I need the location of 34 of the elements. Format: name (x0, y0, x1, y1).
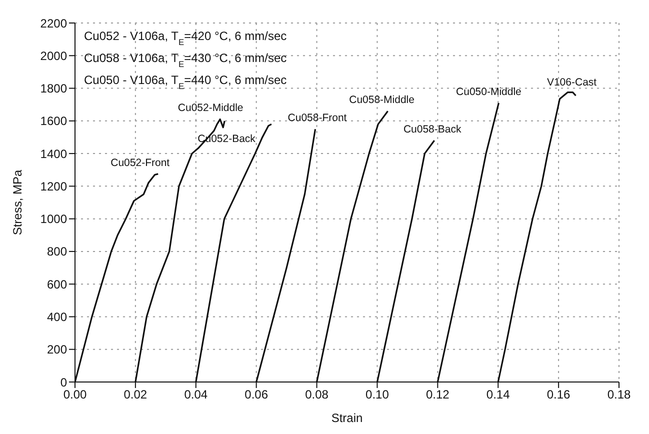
y-tick-label: 1400 (40, 146, 68, 161)
annotation: Cu050 - V106a, T$_{E}$=440 °C, 6 mm/sec (84, 73, 287, 91)
series-label: Cu058-Middle (349, 94, 415, 106)
x-tick-label: 0.10 (366, 388, 390, 402)
x-axis-title: Strain (331, 411, 363, 425)
y-axis-title: Stress, MPa (10, 170, 24, 236)
series-label: Cu052-Front (110, 156, 170, 169)
x-tick-label: 0.08 (305, 388, 329, 402)
annotation: Cu052 - V106a, T$_{E}$=420 °C, 6 mm/sec (84, 29, 287, 47)
series-label: V106-Cast (546, 76, 597, 89)
annotation: Cu058 - V106a, T$_{E}$=430 °C, 6 mm/sec (84, 51, 287, 69)
y-tick-label: 1600 (40, 114, 68, 128)
y-tick-label: 400 (46, 310, 68, 324)
x-tick-label: 0.04 (184, 388, 208, 402)
y-tick-label: 1800 (40, 82, 68, 96)
x-tick-label: 0.12 (426, 388, 450, 402)
series-label: Cu058-Front (288, 112, 347, 124)
y-tick-label: 1000 (40, 212, 68, 226)
series-label: Cu058-Back (403, 123, 462, 136)
y-tick-label: 1200 (40, 179, 68, 194)
x-tick-label: 0.02 (124, 388, 148, 402)
y-tick-label: 800 (46, 244, 68, 259)
x-tick-label: 0.06 (244, 388, 268, 402)
y-tick-label: 2200 (40, 16, 68, 30)
series-label: Cu052-Middle (178, 102, 244, 114)
x-tick-label: 0.00 (63, 388, 87, 402)
x-tick-label: 0.14 (486, 388, 510, 402)
y-tick-label: 0 (60, 375, 68, 390)
x-tick-label: 0.16 (546, 388, 571, 402)
y-tick-label: 200 (46, 342, 68, 357)
y-tick-label: 600 (46, 277, 68, 292)
x-tick-label: 0.18 (607, 388, 631, 402)
y-tick-label: 2000 (40, 48, 68, 63)
series-label: Cu050-Middle (456, 86, 522, 98)
